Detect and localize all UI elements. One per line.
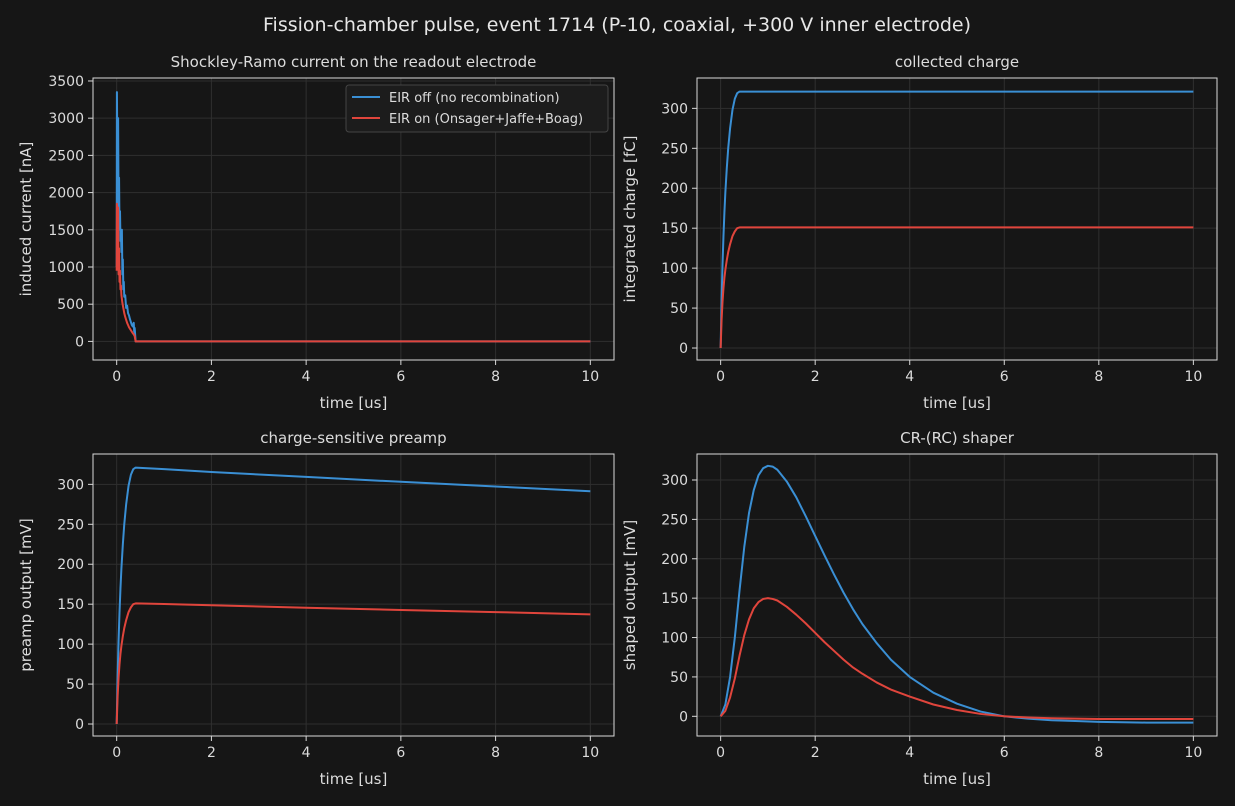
legend-label-eir-on: EIR on (Onsager+Jaffe+Boag)	[389, 112, 583, 127]
y-tick-label: 2000	[48, 186, 84, 202]
y-tick-label: 250	[57, 517, 84, 533]
x-tick-label: 2	[207, 369, 216, 385]
series-line-eir-off	[719, 90, 1194, 349]
x-tick-label: 4	[905, 369, 914, 385]
y-tick-label: 500	[57, 297, 84, 313]
series-line-eir-on	[115, 602, 591, 725]
y-tick-label: 200	[661, 552, 688, 568]
figure-title: Fission-chamber pulse, event 1714 (P-10,…	[263, 14, 971, 36]
y-tick-label: 150	[57, 597, 84, 613]
x-tick-label: 8	[491, 745, 500, 761]
axes-frame	[696, 453, 1218, 737]
x-tick-label: 4	[302, 745, 311, 761]
x-tick-label: 8	[1094, 745, 1103, 761]
x-axis-label: time [us]	[320, 770, 388, 788]
legend-label-eir-off: EIR off (no recombination)	[389, 91, 560, 106]
x-tick-label: 4	[905, 745, 914, 761]
y-tick-label: 1500	[48, 223, 84, 239]
x-tick-label: 8	[1094, 369, 1103, 385]
y-axis-label: induced current [nA]	[17, 142, 35, 297]
y-tick-label: 300	[57, 477, 84, 493]
x-tick-label: 2	[811, 369, 820, 385]
y-tick-label: 3000	[48, 111, 84, 127]
series-line-eir-on	[115, 202, 591, 343]
panel-title: collected charge	[895, 53, 1019, 71]
y-axis-label: shaped output [mV]	[621, 520, 639, 670]
y-tick-label: 50	[670, 670, 688, 686]
y-tick-label: 50	[66, 677, 84, 693]
panel-title: CR-(RC) shaper	[900, 429, 1015, 447]
axes-frame	[696, 77, 1218, 361]
x-tick-label: 10	[1184, 369, 1202, 385]
x-tick-label: 0	[112, 369, 121, 385]
axes-frame	[92, 453, 615, 737]
y-tick-label: 250	[661, 512, 688, 528]
x-axis-label: time [us]	[320, 394, 388, 412]
x-tick-label: 2	[811, 745, 820, 761]
x-tick-label: 6	[1000, 745, 1009, 761]
x-tick-label: 0	[716, 369, 725, 385]
x-tick-label: 10	[1184, 745, 1202, 761]
x-tick-label: 6	[396, 745, 405, 761]
y-tick-label: 100	[661, 631, 688, 647]
y-tick-label: 150	[661, 221, 688, 237]
y-tick-label: 100	[661, 261, 688, 277]
y-tick-label: 200	[57, 557, 84, 573]
x-tick-label: 6	[396, 369, 405, 385]
y-tick-label: 0	[679, 341, 688, 357]
y-tick-label: 2500	[48, 148, 84, 164]
series-line-eir-off	[115, 466, 591, 725]
y-tick-label: 150	[661, 591, 688, 607]
panel-title: charge-sensitive preamp	[260, 429, 446, 447]
x-tick-label: 0	[716, 745, 725, 761]
series-line-eir-off	[719, 464, 1194, 724]
y-tick-label: 0	[679, 709, 688, 725]
y-tick-label: 200	[661, 181, 688, 197]
y-axis-label: preamp output [mV]	[17, 518, 35, 672]
y-tick-label: 1000	[48, 260, 84, 276]
y-tick-label: 100	[57, 637, 84, 653]
panel-title: Shockley-Ramo current on the readout ele…	[171, 53, 537, 71]
x-tick-label: 8	[491, 369, 500, 385]
y-tick-label: 0	[75, 334, 84, 350]
x-tick-label: 10	[581, 369, 599, 385]
y-tick-label: 50	[670, 301, 688, 317]
panel-2: 0 2 4 6 8 10050100150200250300charge-sensitiv…	[17, 429, 615, 788]
panel-0: 0 2 4 6 8 10 0 500 1000 1500 2000 2500 3000 3500 Shock…	[17, 53, 615, 412]
y-tick-label: 0	[75, 717, 84, 733]
y-tick-label: 3500	[48, 74, 84, 90]
axes-frame	[92, 77, 615, 361]
y-axis-label: integrated charge [fC]	[621, 136, 639, 303]
x-tick-label: 10	[581, 745, 599, 761]
legend-box	[345, 84, 609, 133]
x-axis-label: time [us]	[923, 394, 991, 412]
x-axis-label: time [us]	[923, 770, 991, 788]
x-tick-label: 2	[207, 745, 216, 761]
y-tick-label: 300	[661, 473, 688, 489]
x-tick-label: 4	[302, 369, 311, 385]
y-tick-label: 300	[661, 101, 688, 117]
legend: EIR off (no recombination) EIR on (Onsage…	[345, 84, 609, 133]
x-tick-label: 0	[112, 745, 121, 761]
series-line-eir-on	[719, 597, 1194, 721]
series-line-eir-on	[719, 226, 1194, 349]
y-tick-label: 250	[661, 141, 688, 157]
x-tick-label: 6	[1000, 369, 1009, 385]
